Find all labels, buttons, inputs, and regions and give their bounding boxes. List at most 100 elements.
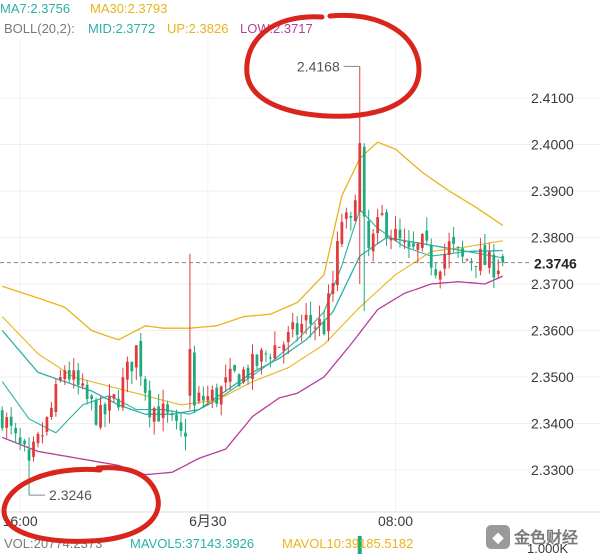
low-value-label: 2.3246 <box>49 487 92 503</box>
candle <box>465 258 469 262</box>
candle-body <box>268 357 272 359</box>
candle-body <box>27 449 31 461</box>
candle <box>479 238 482 276</box>
candle <box>18 427 22 451</box>
candle-body <box>420 234 424 248</box>
candle <box>282 341 286 364</box>
candle <box>291 313 295 338</box>
y-tick-label: 2.3700 <box>531 276 574 292</box>
candle <box>358 66 362 284</box>
candle <box>474 265 478 279</box>
candle-body <box>483 245 487 266</box>
candle <box>336 231 339 292</box>
candle <box>201 386 205 408</box>
candle <box>233 364 237 373</box>
candle <box>125 356 129 393</box>
candle <box>121 367 125 411</box>
candle-body <box>94 399 98 425</box>
candle-body <box>461 248 464 257</box>
candle <box>166 400 169 423</box>
candle-body <box>50 407 53 418</box>
candle-body <box>152 408 156 422</box>
candle-body <box>9 416 13 426</box>
candle-body <box>148 390 152 418</box>
candle <box>318 305 321 337</box>
candle-body <box>479 248 482 271</box>
candle-body <box>286 332 290 343</box>
candle-body <box>407 242 411 248</box>
mavol5-label: MAVOL5:37143.3926 <box>130 536 254 551</box>
candle <box>63 365 67 385</box>
candle-body <box>242 369 245 383</box>
candle <box>255 353 259 370</box>
candle-body <box>295 323 299 335</box>
candle <box>27 437 31 496</box>
candle <box>376 208 380 244</box>
candle <box>206 385 210 406</box>
candle-body <box>143 378 147 393</box>
candle <box>483 233 487 266</box>
grid-lines <box>0 40 600 513</box>
candle-body <box>304 314 308 321</box>
candle-body <box>5 417 9 428</box>
candle <box>9 407 13 435</box>
candle <box>394 216 397 242</box>
candle <box>264 350 268 362</box>
candle-body <box>112 394 116 399</box>
candle <box>367 209 371 257</box>
candle-body <box>45 417 49 432</box>
candle <box>322 310 326 336</box>
candle-body <box>452 236 455 244</box>
candle <box>389 229 393 250</box>
candle <box>50 401 53 420</box>
candle-body <box>264 353 268 355</box>
candle <box>193 345 196 414</box>
candle-body <box>344 212 348 219</box>
candle <box>72 358 76 389</box>
candle-body <box>161 403 165 419</box>
candle-body <box>0 410 4 429</box>
candle <box>103 402 107 428</box>
mavol10-label: MAVOL10:39185.5182 <box>282 536 413 551</box>
candle-body <box>166 404 169 413</box>
annotations: 2.3746 2.4168 2.3246 <box>0 58 577 554</box>
candle-body <box>36 433 40 444</box>
candles <box>0 66 505 496</box>
indicator-lines <box>1 141 504 476</box>
candle-body <box>85 384 89 399</box>
candle-body <box>125 361 129 380</box>
candle <box>170 410 174 421</box>
boll-low-label: LOW:2.3717 <box>240 21 313 36</box>
candle <box>425 217 429 245</box>
candle-body <box>81 383 85 386</box>
candle <box>443 243 447 276</box>
candle <box>309 301 312 338</box>
candle <box>130 361 134 385</box>
candle-body <box>331 282 335 294</box>
candle-body <box>300 323 304 333</box>
candle-body <box>76 370 80 385</box>
last-price-label: 2.3746 <box>534 256 577 272</box>
candle-body <box>438 271 442 280</box>
candle <box>273 331 277 360</box>
candle-body <box>54 384 58 412</box>
candle-body <box>429 245 433 268</box>
candle <box>76 363 80 395</box>
candle <box>90 393 94 411</box>
candle <box>67 361 71 383</box>
candle <box>380 204 384 217</box>
candle-body <box>58 377 62 381</box>
candle-body <box>170 413 174 416</box>
candle <box>228 358 232 391</box>
boll-up-label: UP:2.3826 <box>167 21 228 36</box>
candle <box>54 379 58 417</box>
candle <box>286 325 290 355</box>
candle <box>327 284 330 342</box>
candle <box>219 385 223 416</box>
candle-body <box>210 389 214 401</box>
y-tick-label: 2.3400 <box>531 416 574 432</box>
candle <box>420 233 424 252</box>
candle-body <box>443 253 447 269</box>
candle <box>304 303 308 335</box>
